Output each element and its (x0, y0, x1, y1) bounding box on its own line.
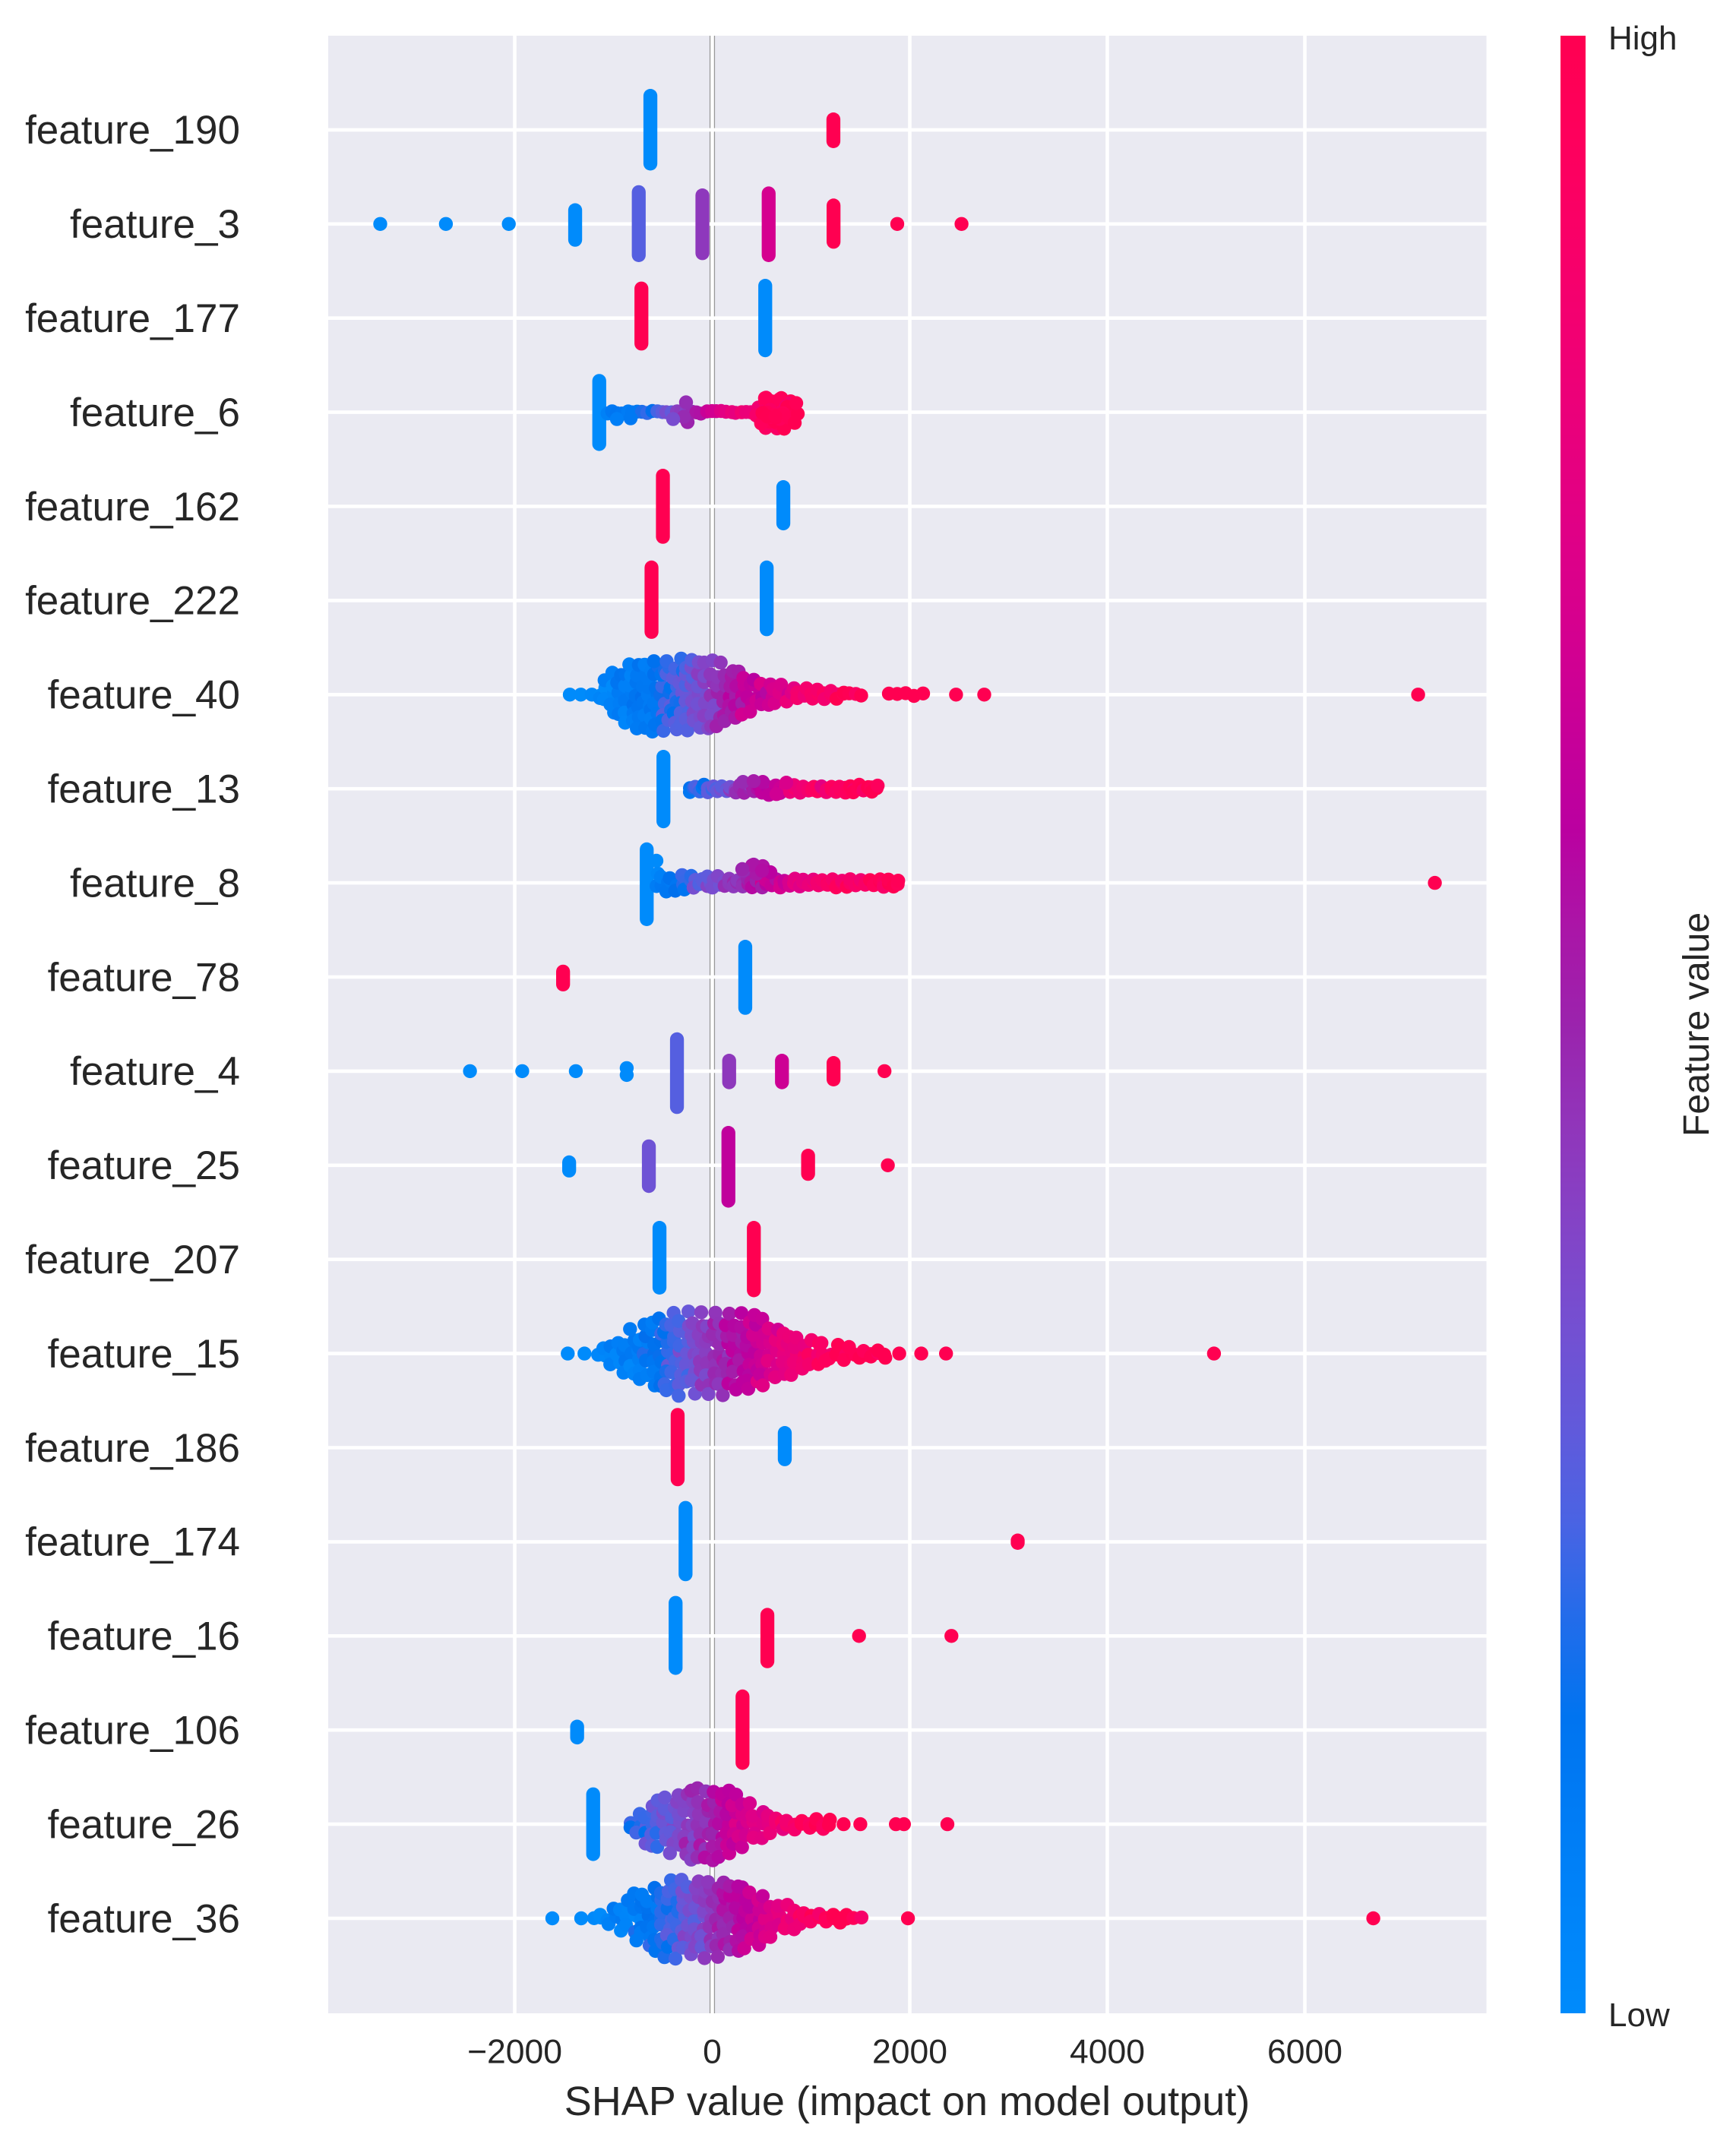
svg-text:−2000: −2000 (467, 2034, 562, 2071)
svg-text:feature_3: feature_3 (70, 202, 240, 247)
svg-text:feature_15: feature_15 (48, 1332, 240, 1377)
svg-text:feature_190: feature_190 (25, 108, 240, 153)
svg-text:feature_6: feature_6 (70, 391, 240, 435)
svg-text:feature_222: feature_222 (25, 579, 240, 624)
svg-text:feature_25: feature_25 (48, 1143, 240, 1188)
svg-text:High: High (1608, 20, 1678, 57)
svg-text:feature_26: feature_26 (48, 1802, 240, 1847)
svg-text:feature_4: feature_4 (70, 1049, 240, 1094)
svg-text:feature_177: feature_177 (25, 296, 240, 341)
svg-text:feature_174: feature_174 (25, 1520, 240, 1565)
svg-text:2000: 2000 (872, 2034, 947, 2071)
svg-text:6000: 6000 (1267, 2034, 1342, 2071)
svg-text:feature_106: feature_106 (25, 1709, 240, 1753)
svg-text:feature_78: feature_78 (48, 955, 240, 1000)
svg-text:feature_40: feature_40 (48, 673, 240, 718)
svg-text:feature_186: feature_186 (25, 1426, 240, 1471)
svg-text:Low: Low (1608, 1997, 1670, 2034)
svg-text:feature_13: feature_13 (48, 767, 240, 812)
svg-text:feature_207: feature_207 (25, 1238, 240, 1282)
svg-text:feature_16: feature_16 (48, 1614, 240, 1659)
svg-text:feature_162: feature_162 (25, 485, 240, 530)
svg-text:SHAP value (impact on model ou: SHAP value (impact on model output) (564, 2079, 1250, 2124)
svg-text:Feature value: Feature value (1676, 912, 1717, 1137)
svg-text:feature_36: feature_36 (48, 1896, 240, 1941)
svg-text:4000: 4000 (1070, 2034, 1145, 2071)
svg-text:0: 0 (703, 2034, 722, 2071)
svg-text:feature_8: feature_8 (70, 861, 240, 906)
